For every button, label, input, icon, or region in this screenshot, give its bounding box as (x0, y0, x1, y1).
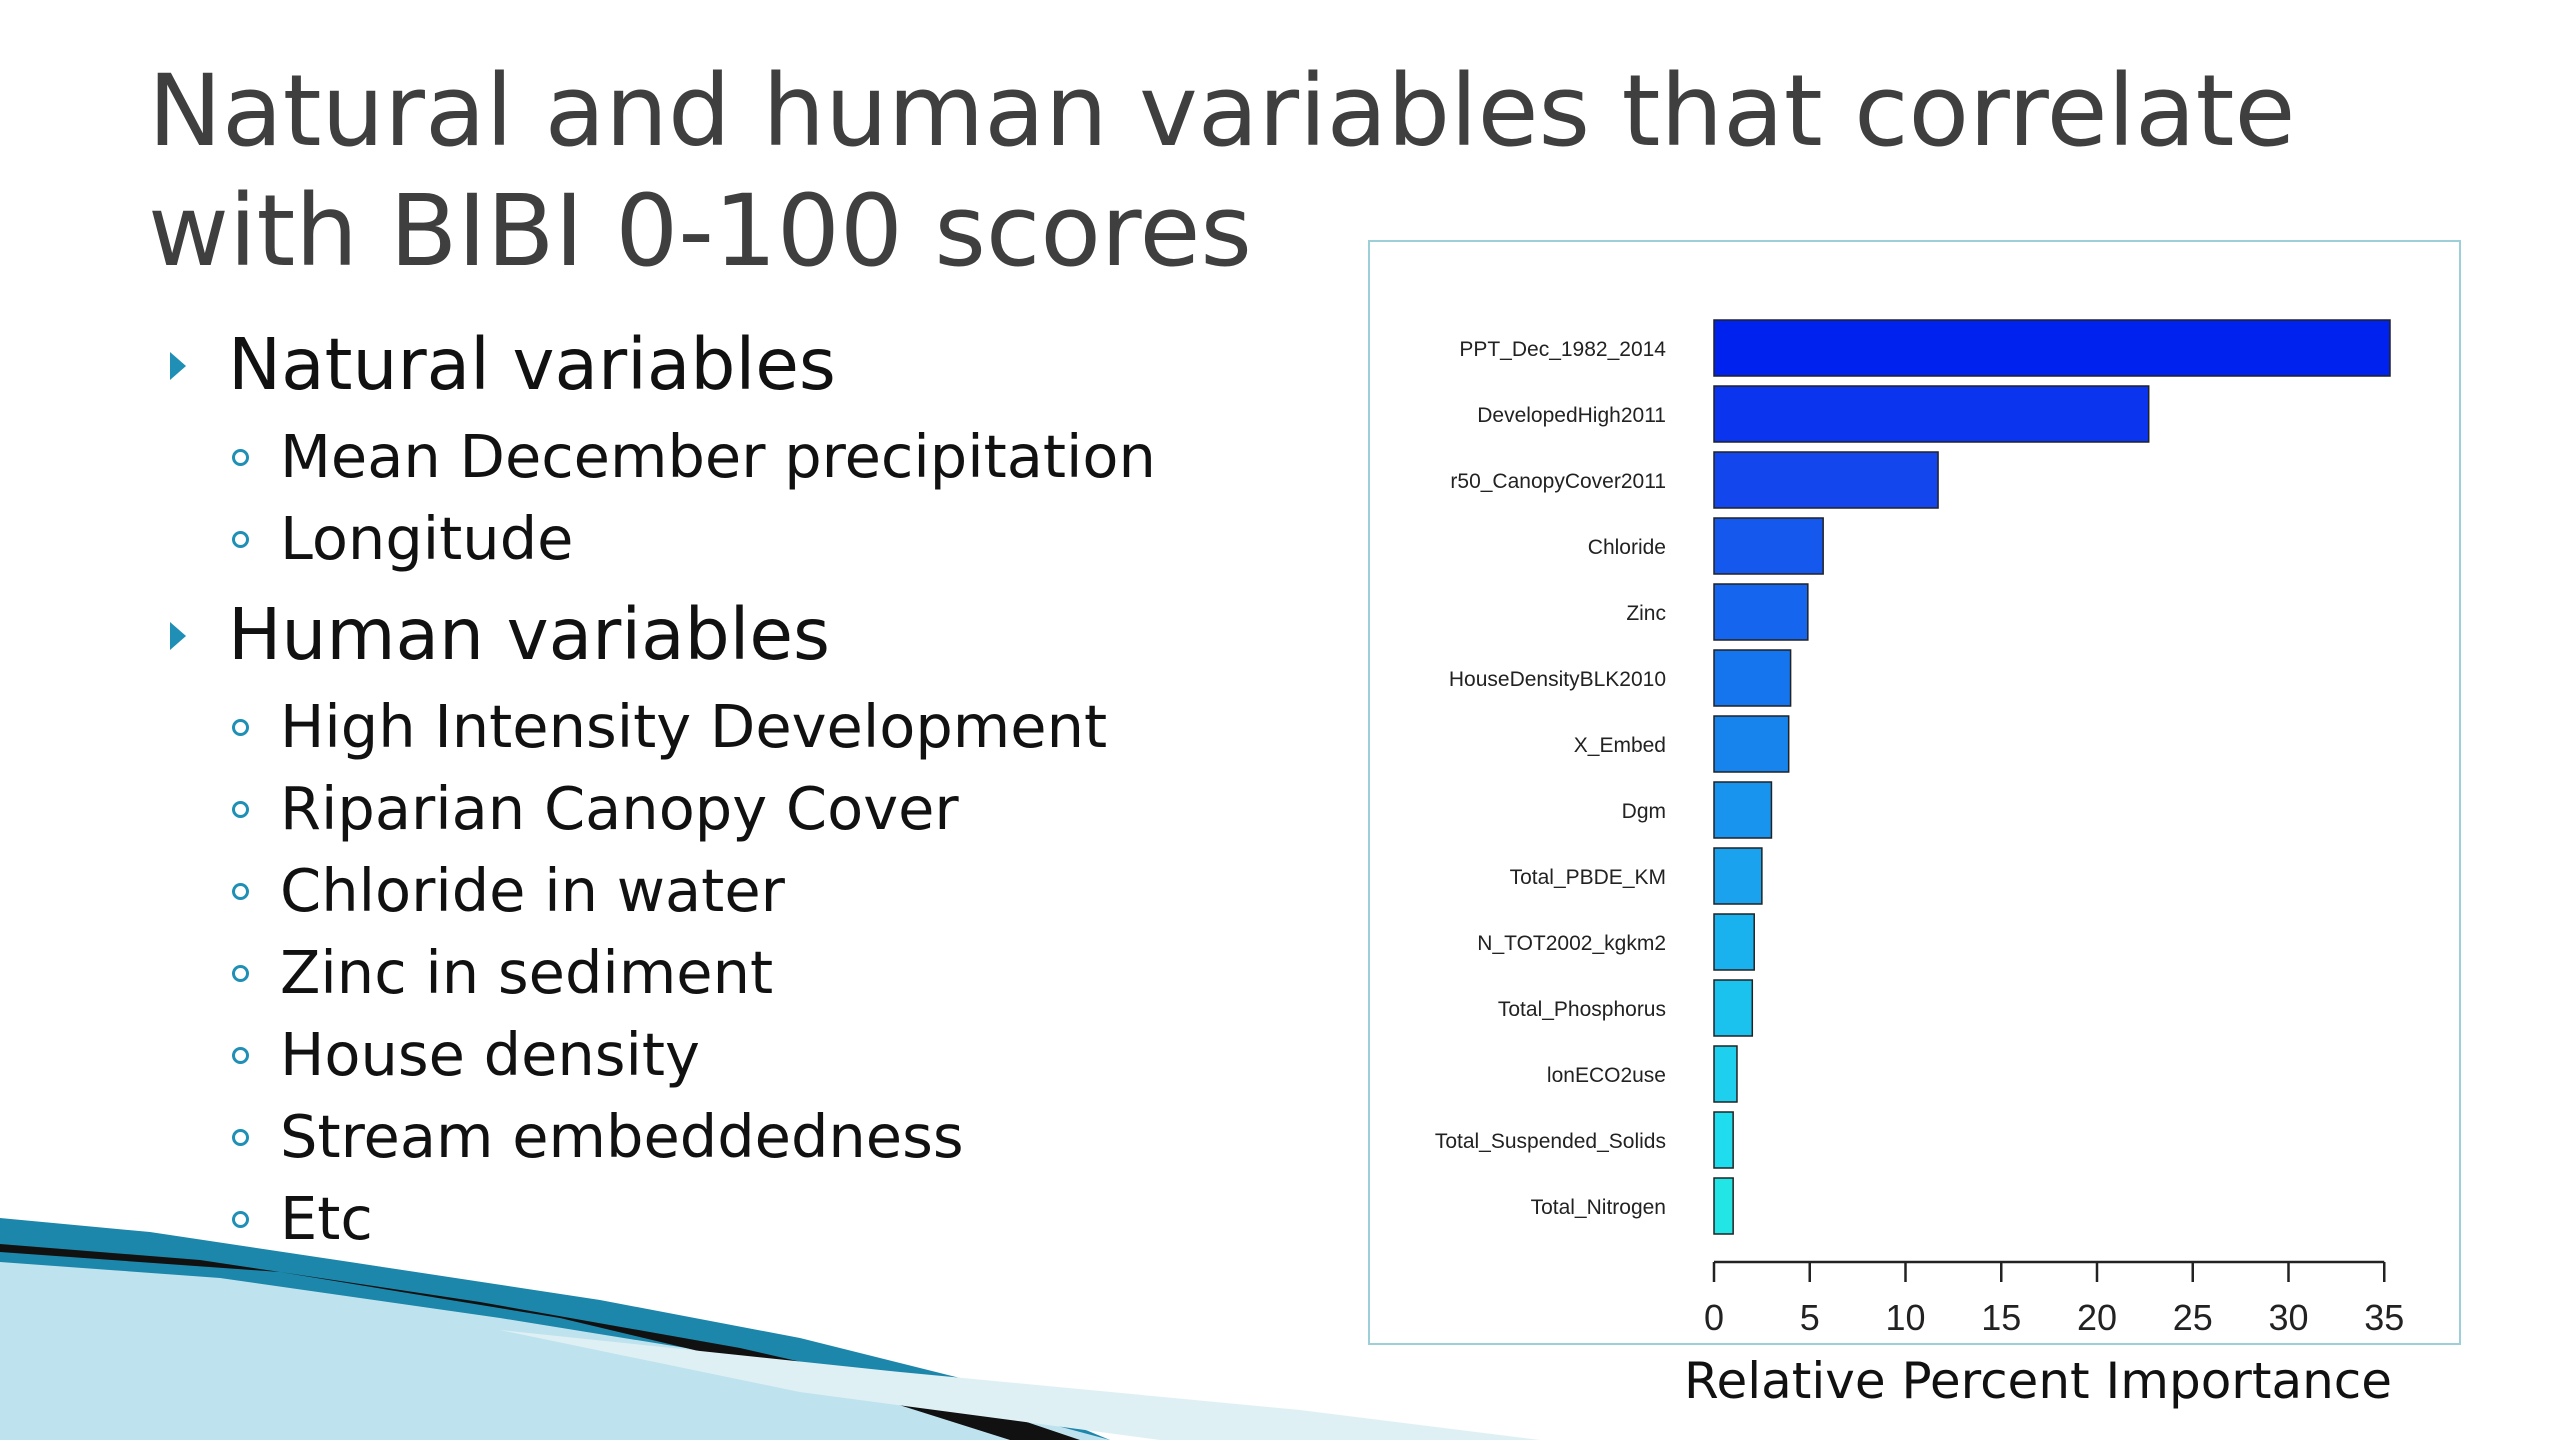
bullet-heading: Human variables (228, 593, 831, 676)
bar (1713, 319, 2391, 377)
category-label: Total_Suspended_Solids (1435, 1130, 1666, 1153)
category-label: Total_PBDE_KM (1510, 866, 1666, 889)
x-tick-label: 30 (2268, 1297, 2308, 1338)
bar (1713, 517, 1824, 575)
circle-bullet-icon (232, 1047, 249, 1064)
x-tick-label: 10 (1885, 1297, 1925, 1338)
sub-bullet: Mean December precipitation (170, 416, 1330, 498)
category-label: Chloride (1588, 536, 1666, 559)
x-tick-label: 0 (1704, 1297, 1724, 1338)
category-label: PPT_Dec_1982_2014 (1459, 338, 1666, 361)
circle-bullet-icon (232, 965, 249, 982)
sub-bullet-text: Etc (280, 1184, 373, 1253)
bar (1713, 781, 1773, 839)
category-label: r50_CanopyCover2011 (1450, 470, 1666, 493)
sub-bullet-text: Chloride in water (280, 856, 785, 925)
sub-bullet-text: Longitude (280, 504, 574, 573)
sub-bullet-text: Zinc in sediment (280, 938, 774, 1007)
x-tick-label: 5 (1800, 1297, 1820, 1338)
sub-bullet: Chloride in water (170, 850, 1330, 932)
circle-bullet-icon (232, 1129, 249, 1146)
bar (1713, 847, 1763, 905)
category-label: Total_Nitrogen (1531, 1196, 1666, 1219)
x-axis-label: Relative Percent Importance (1683, 1352, 2393, 1410)
bullet-human-variables: Human variables (170, 594, 1330, 676)
bar (1713, 1177, 1734, 1235)
bar (1713, 451, 1939, 509)
sub-bullet: Longitude (170, 498, 1330, 580)
bar (1713, 979, 1754, 1037)
bar (1713, 715, 1790, 773)
sub-bullet: House density (170, 1014, 1330, 1096)
deco-pale-streak (500, 1330, 1540, 1440)
circle-bullet-icon (232, 1211, 249, 1228)
triangle-bullet-icon (170, 352, 186, 380)
circle-bullet-icon (232, 883, 249, 900)
x-tick-label: 25 (2173, 1297, 2213, 1338)
category-label: Dgm (1622, 800, 1666, 823)
category-label: HouseDensityBLK2010 (1449, 668, 1666, 691)
circle-bullet-icon (232, 801, 249, 818)
category-label: X_Embed (1574, 734, 1666, 757)
sub-bullet-text: Mean December precipitation (280, 422, 1156, 491)
bar (1713, 385, 2150, 443)
x-tick-label: 35 (2364, 1297, 2404, 1338)
bar (1713, 1045, 1738, 1103)
circle-bullet-icon (232, 719, 249, 736)
bar (1713, 913, 1755, 971)
sub-bullet-text: Stream embeddedness (280, 1102, 964, 1171)
bullet-natural-variables: Natural variables (170, 324, 1330, 406)
category-label: N_TOT2002_kgkm2 (1477, 932, 1666, 955)
circle-bullet-icon (232, 531, 249, 548)
sub-bullet: Etc (170, 1178, 1330, 1260)
category-label: Zinc (1626, 602, 1666, 625)
triangle-bullet-icon (170, 622, 186, 650)
x-tick-label: 20 (2077, 1297, 2117, 1338)
category-label: Total_Phosphorus (1498, 998, 1666, 1021)
bar (1713, 1111, 1734, 1169)
sub-bullet-text: House density (280, 1020, 700, 1089)
x-tick-label: 15 (1981, 1297, 2021, 1338)
sub-bullet-text: High Intensity Development (280, 692, 1108, 761)
deco-dark-band (0, 1244, 1080, 1440)
category-label: lonECO2use (1547, 1064, 1666, 1087)
sub-bullet: Stream embeddedness (170, 1096, 1330, 1178)
sub-bullet: High Intensity Development (170, 686, 1330, 768)
slide-title: Natural and human variables that correla… (148, 54, 2296, 289)
bullet-heading: Natural variables (228, 323, 836, 406)
sub-bullet: Riparian Canopy Cover (170, 768, 1330, 850)
bar (1713, 649, 1792, 707)
category-label: DevelopedHigh2011 (1477, 404, 1666, 427)
sub-bullet: Zinc in sediment (170, 932, 1330, 1014)
bullet-list: Natural variables Mean December precipit… (170, 310, 1330, 1260)
bar (1713, 583, 1809, 641)
sub-bullet-text: Riparian Canopy Cover (280, 774, 959, 843)
importance-bar-chart: PPT_Dec_1982_2014 DevelopedHigh2011 r50_Ca… (1435, 319, 2404, 1338)
circle-bullet-icon (232, 449, 249, 466)
